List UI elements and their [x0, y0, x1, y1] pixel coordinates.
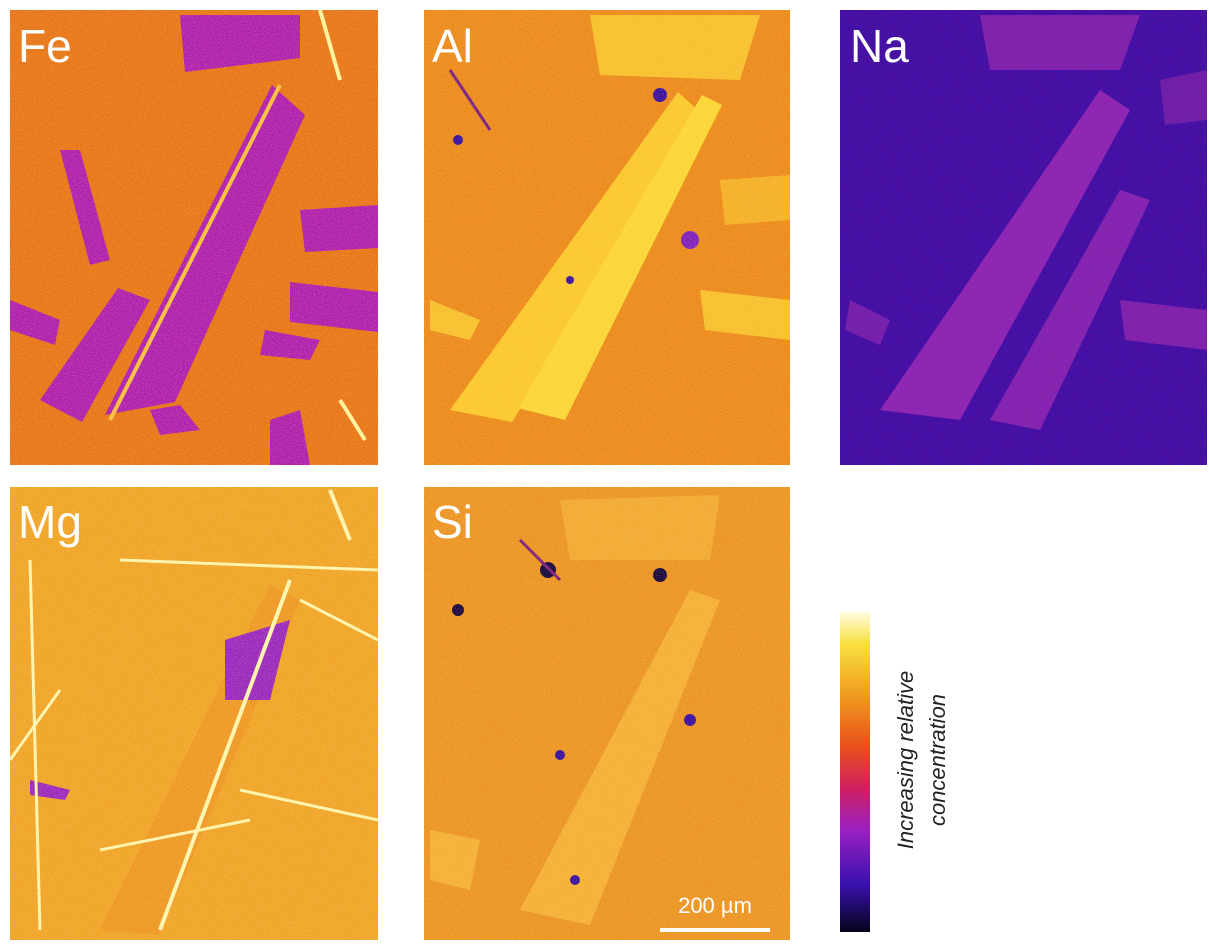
scale-bar-label: 200 µm [678, 893, 752, 918]
al-map [424, 10, 790, 465]
na-map [840, 10, 1207, 465]
panel-label: Na [850, 20, 909, 72]
panel-label: Al [432, 20, 473, 72]
panel-label: Mg [18, 496, 82, 548]
fe-map [10, 10, 378, 465]
colorbar-label: Increasing relative [893, 671, 918, 850]
panel-label: Si [432, 496, 473, 548]
mg-map [10, 487, 378, 940]
colorbar [840, 612, 870, 932]
si-map [424, 487, 790, 940]
figure: Fe Al Na [0, 0, 1209, 951]
colorbar-label: concentration [925, 694, 950, 826]
panel-label: Fe [18, 20, 72, 72]
